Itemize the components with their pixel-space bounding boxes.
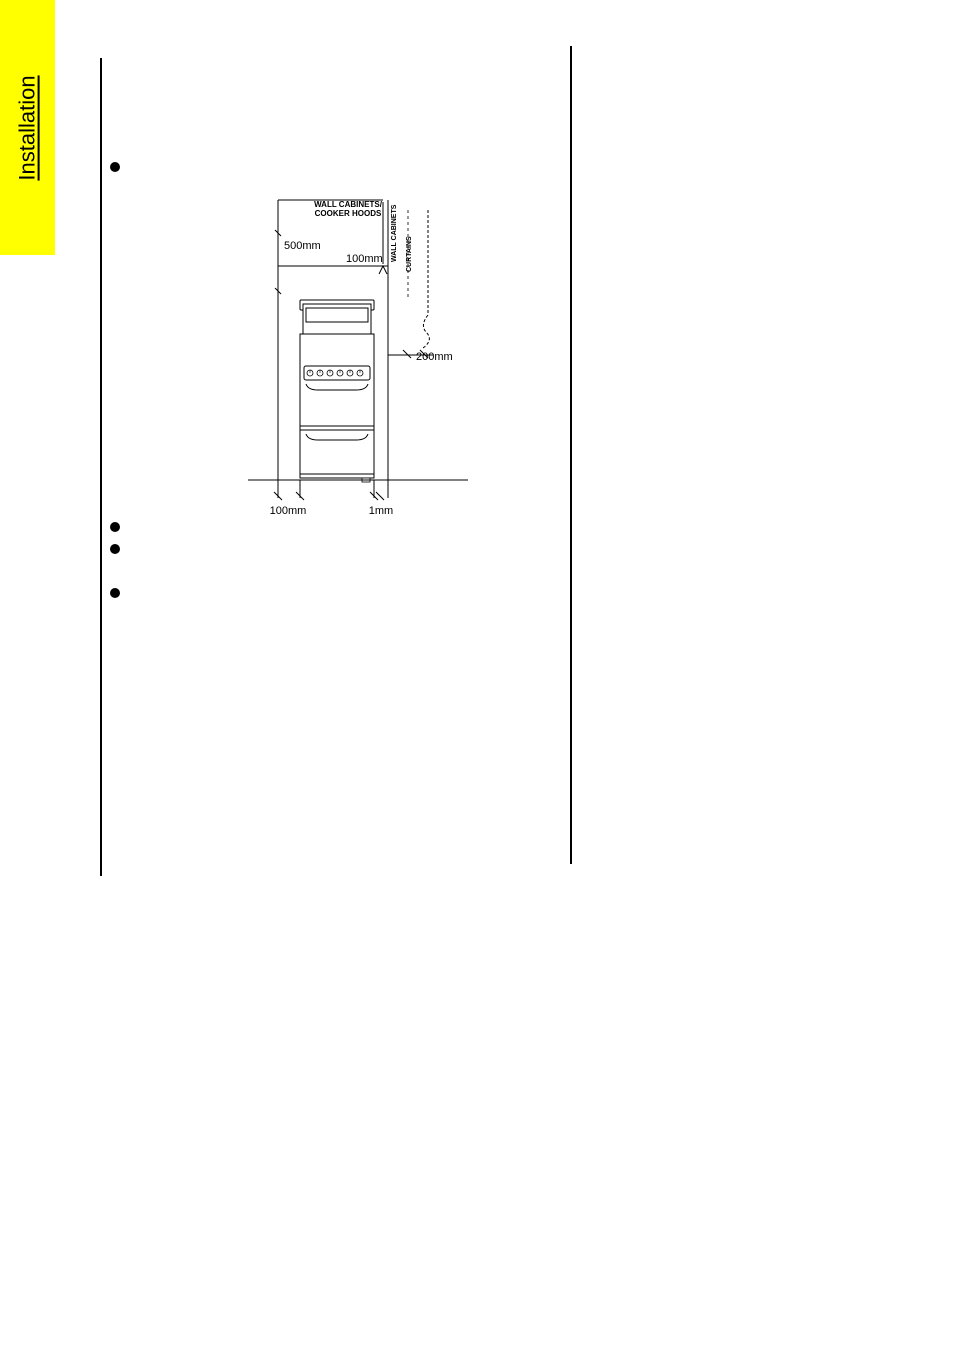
side-tab-label: Installation <box>15 75 41 180</box>
installation-diagram: WALL CABINETS/ COOKER HOODS 500mm 100mm … <box>248 180 468 520</box>
column-divider-left <box>100 58 102 876</box>
dim-200: 200mm <box>416 351 453 363</box>
bullet-1 <box>110 162 120 172</box>
dim-1: 1mm <box>369 505 393 517</box>
dim-500: 500mm <box>284 240 321 252</box>
dim-100-bottom: 100mm <box>270 505 307 517</box>
diagram-title-2: COOKER HOODS <box>315 209 382 218</box>
bullet-4 <box>110 588 120 598</box>
dim-100-top: 100mm <box>346 253 383 265</box>
bullet-2 <box>110 522 120 532</box>
side-tab: Installation <box>0 0 55 255</box>
wall-cabinets-vertical: WALL CABINETS <box>391 204 398 262</box>
curtains-vertical: CURTAINS <box>406 236 413 272</box>
diagram-title-1: WALL CABINETS/ <box>314 200 383 209</box>
column-divider-right <box>570 46 572 864</box>
bullet-3 <box>110 544 120 554</box>
